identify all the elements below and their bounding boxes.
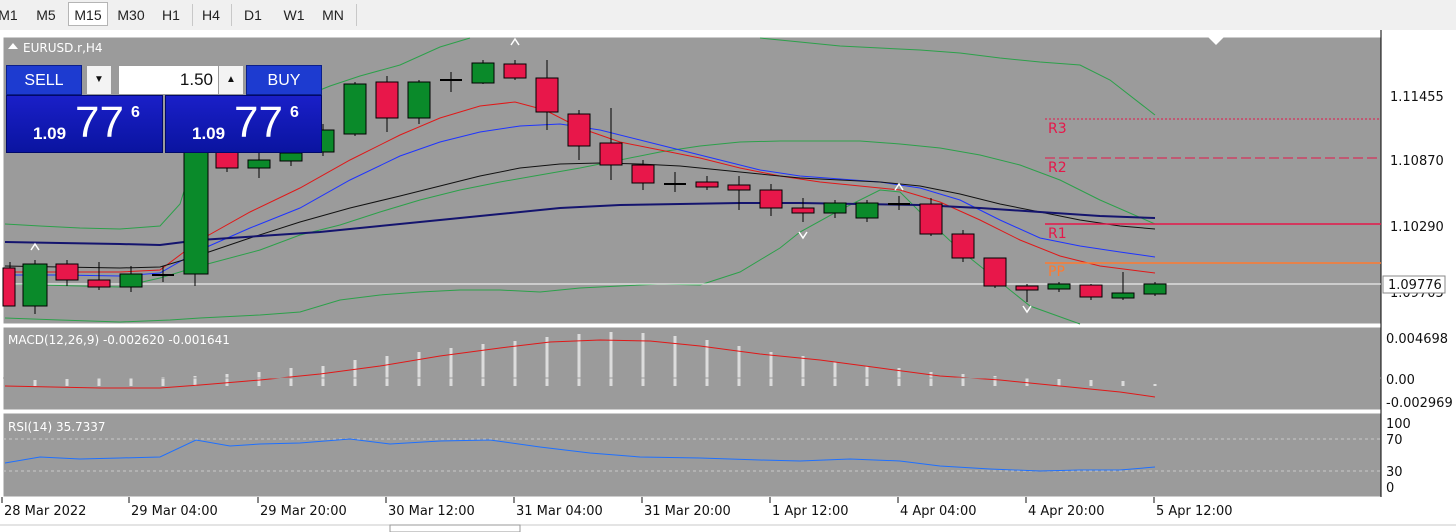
buy-button[interactable]: BUY	[246, 65, 322, 95]
timeframe-w1-button[interactable]: W1	[283, 7, 305, 23]
pivot-r2-label: R2	[1048, 160, 1067, 176]
symbol-label: EURUSD.r,H4	[23, 41, 103, 55]
rsi-label: RSI(14) 35.7337	[8, 420, 106, 434]
current-price-label: 1.09776	[1388, 278, 1442, 293]
sell-button[interactable]: SELL	[6, 65, 82, 95]
time-axis-label: 31 Mar 04:00	[516, 504, 603, 519]
time-axis-label: 29 Mar 04:00	[131, 504, 218, 519]
time-axis-label: 28 Mar 2022	[4, 504, 86, 519]
current-price-badge	[1382, 275, 1446, 294]
fractal-arrows	[30, 37, 1032, 314]
time-axis-label: 1 Apr 12:00	[772, 504, 849, 519]
macd-axis-label: -0.002969	[1386, 396, 1453, 411]
lot-decrease-button[interactable]: ▼	[86, 65, 112, 95]
rsi-line	[4, 438, 1156, 472]
rsi-panel[interactable]	[2, 412, 1382, 498]
toolbar-separator	[192, 4, 193, 26]
pivot-r3-label: R3	[1048, 121, 1067, 137]
buy-price-box[interactable]: 1.09 77 6	[165, 95, 322, 153]
ma-red-line	[5, 101, 1156, 274]
timeframe-m30-button[interactable]: M30	[117, 7, 145, 23]
chart-scrollbar[interactable]	[389, 524, 521, 532]
timeframe-d1-button[interactable]: D1	[244, 7, 262, 23]
time-axis-label: 30 Mar 12:00	[388, 504, 475, 519]
price-axis-label: 1.11455	[1390, 90, 1444, 105]
time-axis-label: 5 Apr 12:00	[1156, 504, 1233, 519]
timeframe-toolbar: M1 M5 M15 M30 H1 H4 D1 W1 MN	[0, 0, 1456, 31]
buy-price-prefix: 1.09	[192, 124, 226, 143]
buy-price-fraction: 6	[290, 104, 299, 121]
timeframe-m1-button[interactable]: M1	[0, 7, 18, 23]
rsi-axis-label: 70	[1386, 433, 1403, 448]
timeframe-m15-button[interactable]: M15	[68, 2, 108, 26]
macd-axis-label: 0.00	[1386, 373, 1415, 388]
buy-price-pips: 77	[234, 98, 283, 147]
sell-price-box[interactable]: 1.09 77 6	[6, 95, 163, 153]
time-axis-label: 31 Mar 20:00	[644, 504, 731, 519]
time-axis: 28 Mar 2022 29 Mar 04:00 29 Mar 20:00 30 Ma…	[1, 497, 1233, 519]
timeframe-mn-button[interactable]: MN	[322, 7, 344, 23]
time-axis-label: 4 Apr 04:00	[900, 504, 977, 519]
price-axis-label: 1.10870	[1390, 154, 1444, 169]
ma-navy-line	[4, 202, 1156, 247]
lot-increase-button[interactable]: ▲	[218, 65, 244, 95]
price-axis-label: 1.10290	[1390, 220, 1444, 235]
pivot-r1-label: R1	[1048, 226, 1067, 242]
macd-axis-label: 0.004698	[1386, 332, 1448, 347]
sell-price-fraction: 6	[131, 104, 140, 121]
timeframe-h4-button[interactable]: H4	[202, 7, 220, 23]
chart-shift-icon[interactable]	[1208, 37, 1224, 45]
candlesticks	[2, 60, 1167, 314]
chart-window[interactable]: EURUSD.r,H4 R3 R2 R1 PP	[0, 30, 1456, 532]
pivot-pp-label: PP	[1048, 264, 1065, 280]
timeframe-m5-button[interactable]: M5	[36, 7, 56, 23]
toolbar-separator	[231, 4, 232, 26]
rsi-axis-label: 100	[1386, 417, 1411, 432]
timeframe-h1-button[interactable]: H1	[162, 7, 180, 23]
macd-label: MACD(12,26,9) -0.002620 -0.001641	[8, 333, 230, 347]
sell-price-pips: 77	[75, 98, 124, 147]
macd-signal-line	[4, 339, 1156, 398]
sell-price-prefix: 1.09	[33, 124, 67, 143]
collapse-triangle-icon[interactable]	[8, 43, 18, 49]
time-axis-label: 29 Mar 20:00	[260, 504, 347, 519]
toolbar-separator	[356, 4, 357, 26]
rsi-axis-label: 30	[1386, 465, 1403, 480]
one-click-trading-panel: SELL ▼ 1.50 ▲ BUY 1.09 77 6 1.09 77 6	[6, 65, 322, 153]
rsi-axis-label: 0	[1386, 481, 1394, 496]
lot-size-input[interactable]: 1.50	[118, 65, 222, 95]
time-axis-label: 4 Apr 20:00	[1028, 504, 1105, 519]
